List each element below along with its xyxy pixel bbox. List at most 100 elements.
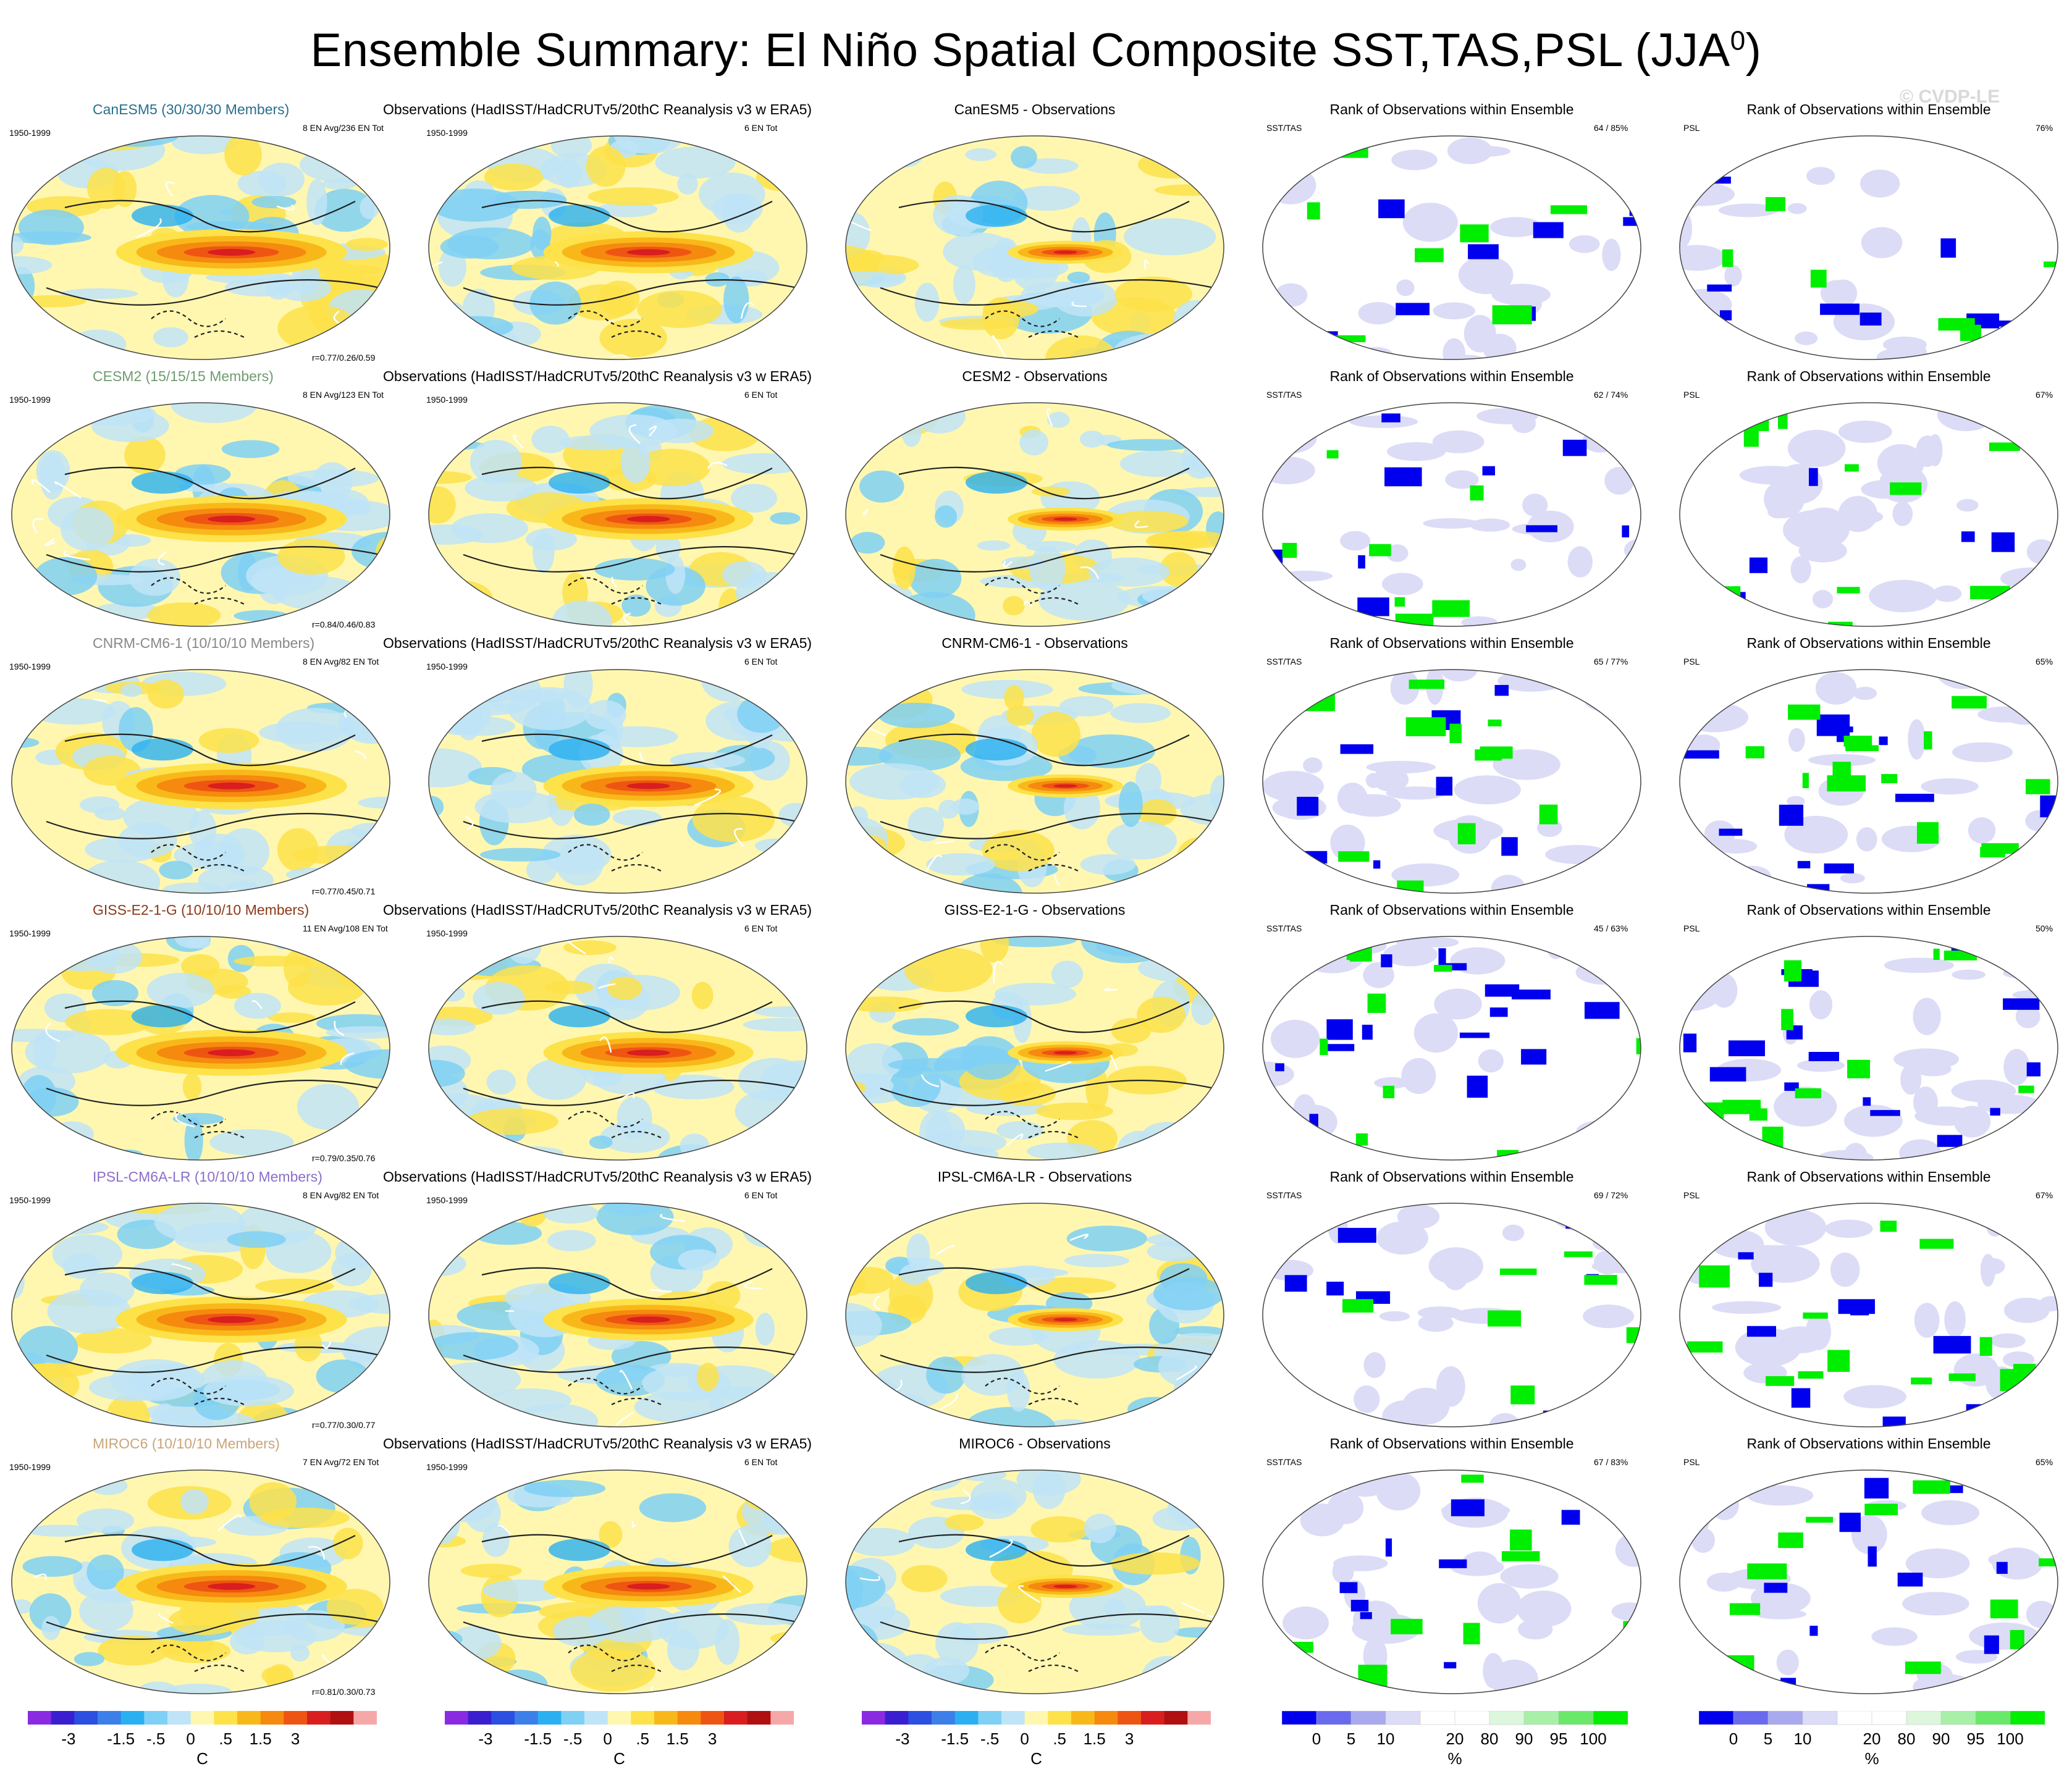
psl-rank-percent: 65%: [2036, 1457, 2053, 1467]
panel-r4-c3: Rank of Observations within Ensemble SST/…: [1251, 1166, 1653, 1438]
colorbar-tick: -.5: [563, 1729, 583, 1748]
colorbar-swatch: [724, 1711, 748, 1725]
colorbar-tick: -.5: [146, 1729, 166, 1748]
temperature-map: [11, 936, 390, 1161]
panel-r2-c0: CNRM-CM6-1 (10/10/10 Members) 1950-1999 8 …: [0, 633, 402, 904]
temperature-map: [11, 135, 390, 360]
period-label: 1950-1999: [426, 1195, 468, 1205]
temperature-map: [845, 1469, 1224, 1694]
sst-rank-percent: 64 / 85%: [1594, 123, 1628, 133]
obs-title: Observations (HadISST/HadCRUTv5/20thC Re…: [383, 1435, 812, 1452]
colorbar-swatch: [120, 1711, 145, 1725]
colorbar-swatch: [2010, 1710, 2045, 1725]
panel-r3-c3: Rank of Observations within Ensemble SST/…: [1251, 899, 1653, 1171]
colorbar-swatch: [1164, 1711, 1188, 1725]
colorbar-tick: -3: [895, 1729, 910, 1748]
panel-r5-c3: Rank of Observations within Ensemble SST/…: [1251, 1433, 1653, 1705]
colorbar-swatches: [862, 1711, 1211, 1725]
obs-title: Observations (HadISST/HadCRUTv5/20thC Re…: [383, 635, 812, 651]
colorbar-unit: C: [613, 1749, 625, 1768]
colorbar-swatch: [1454, 1710, 1490, 1725]
obs-title: Observations (HadISST/HadCRUTv5/20thC Re…: [383, 368, 812, 384]
difference-title: MIROC6 - Observations: [959, 1435, 1111, 1452]
colorbar-tick: 5: [1763, 1729, 1773, 1748]
panel-r2-c2: CNRM-CM6-1 - Observations: [834, 633, 1236, 904]
panel-r1-c2: CESM2 - Observations: [834, 366, 1236, 637]
panel-r3-c1: Observations (HadISST/HadCRUTv5/20thC Re…: [383, 899, 819, 1171]
rank-var-psl: PSL: [1683, 657, 1700, 666]
psl-rank-percent: 50%: [2036, 923, 2053, 933]
period-label: 1950-1999: [9, 928, 51, 938]
colorbar-tick: 10: [1376, 1729, 1395, 1748]
rank-map: [1679, 936, 2058, 1161]
rank-title: Rank of Observations within Ensemble: [1746, 368, 1991, 384]
colorbar-tick: 20: [1446, 1729, 1464, 1748]
colorbar-swatch: [1048, 1711, 1072, 1725]
colorbar-swatch: [932, 1711, 956, 1725]
pattern-correlation: r=0.77/0.45/0.71: [312, 886, 376, 896]
panel-r3-c2: GISS-E2-1-G - Observations: [834, 899, 1236, 1171]
psl-rank-percent: 76%: [2036, 123, 2053, 133]
colorbar-swatch: [1733, 1710, 1769, 1725]
temperature-map: [428, 669, 807, 894]
psl-rank-percent: 67%: [2036, 1190, 2053, 1200]
obs-title: Observations (HadISST/HadCRUTv5/20thC Re…: [383, 101, 812, 117]
panel-r3-c4: Rank of Observations within Ensemble PSL 5…: [1668, 899, 2070, 1171]
colorbar-tick: 95: [1966, 1729, 1985, 1748]
colorbar-unit: %: [1447, 1749, 1462, 1768]
colorbar-swatches: [28, 1711, 377, 1725]
panel-r1-c3: Rank of Observations within Ensemble SST/…: [1251, 366, 1653, 637]
colorbar-swatch: [1024, 1711, 1048, 1725]
colorbar-swatch: [1593, 1710, 1628, 1725]
obs-title: Observations (HadISST/HadCRUTv5/20thC Re…: [383, 902, 812, 918]
pattern-correlation: r=0.77/0.30/0.77: [312, 1420, 376, 1430]
colorbar-swatch: [1940, 1710, 1976, 1725]
colorbar-swatch: [537, 1711, 562, 1725]
rank-var-psl: PSL: [1683, 390, 1700, 400]
colorbar-swatch: [1118, 1711, 1142, 1725]
colorbar-swatch: [1385, 1710, 1421, 1725]
sst-rank-percent: 65 / 77%: [1594, 657, 1628, 666]
panel-r2-c4: Rank of Observations within Ensemble PSL 6…: [1668, 633, 2070, 904]
model-title: CNRM-CM6-1 (10/10/10 Members): [93, 635, 315, 651]
obs-title: Observations (HadISST/HadCRUTv5/20thC Re…: [383, 1169, 812, 1185]
rank-var-psl: PSL: [1683, 1457, 1700, 1467]
temperature-map: [11, 669, 390, 894]
colorbar-swatch: [1001, 1711, 1025, 1725]
sst-rank-percent: 62 / 74%: [1594, 390, 1628, 400]
colorbar-tick: 3: [707, 1729, 717, 1748]
panel-r1-c4: Rank of Observations within Ensemble PSL 6…: [1668, 366, 2070, 637]
panel-r5-c1: Observations (HadISST/HadCRUTv5/20thC Re…: [383, 1433, 819, 1705]
period-label: 1950-1999: [426, 128, 468, 138]
colorbar-swatch: [1187, 1711, 1211, 1725]
model-title: GISS-E2-1-G (10/10/10 Members): [93, 902, 310, 918]
colorbar-swatch: [51, 1711, 75, 1725]
colorbar-swatch: [330, 1711, 354, 1725]
rank-title: Rank of Observations within Ensemble: [1746, 635, 1991, 651]
colorbar-swatch: [353, 1711, 377, 1725]
rank-var-sst: SST/TAS: [1266, 123, 1302, 133]
difference-title: GISS-E2-1-G - Observations: [944, 902, 1126, 918]
period-label: 1950-1999: [9, 662, 51, 671]
period-label: 1950-1999: [426, 395, 468, 405]
colorbar-tick: .5: [636, 1729, 649, 1748]
panel-r0-c3: Rank of Observations within Ensemble SST/…: [1251, 99, 1653, 371]
colorbar-tick: 0: [603, 1729, 612, 1748]
colorbar-1: -3 -1.5 -.5 0 .5 1.5 3 C: [28, 1711, 377, 1779]
rank-map: [1262, 669, 1641, 894]
colorbar-tick: .5: [219, 1729, 232, 1748]
psl-rank-percent: 67%: [2036, 390, 2053, 400]
colorbar-swatch: [978, 1711, 1002, 1725]
model-title: IPSL-CM6A-LR (10/10/10 Members): [93, 1169, 322, 1185]
colorbar-tick: 0: [1312, 1729, 1321, 1748]
obs-count: 6 EN Tot: [744, 923, 778, 933]
panel-r5-c0: MIROC6 (10/10/10 Members) 1950-1999 7 EN A…: [0, 1433, 402, 1705]
colorbar-swatches: [1698, 1710, 2045, 1725]
colorbar-swatch: [74, 1711, 98, 1725]
rank-var-psl: PSL: [1683, 1190, 1700, 1200]
ensemble-count: 8 EN Avg/123 EN Tot: [303, 390, 384, 400]
period-label: 1950-1999: [9, 1462, 51, 1472]
colorbar-tick: 0: [1729, 1729, 1738, 1748]
colorbar-unit: C: [1030, 1749, 1042, 1768]
colorbar-tick: 10: [1793, 1729, 1812, 1748]
